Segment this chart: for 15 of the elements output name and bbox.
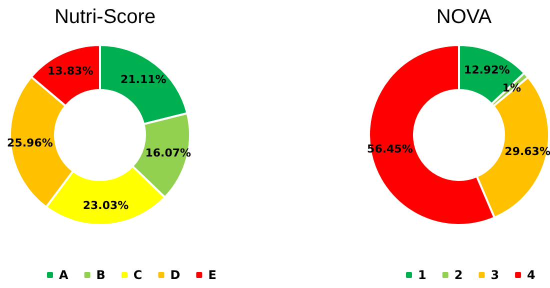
legend-label: 1 — [418, 268, 426, 282]
legend-label: 3 — [490, 268, 500, 282]
data-label: 12.92% — [464, 64, 510, 77]
legend-label: A — [59, 268, 69, 282]
legend-label: E — [208, 268, 216, 282]
legend-label: D — [170, 268, 180, 282]
data-label: 13.83% — [47, 64, 94, 78]
chart-title: Nutri-Score — [54, 6, 156, 28]
legend-label: 2 — [454, 268, 463, 282]
legend-label: 4 — [527, 268, 536, 282]
chart-title: NOVA — [436, 6, 492, 28]
data-label: 21.11% — [120, 72, 166, 86]
data-label: 23.03% — [82, 198, 129, 212]
legend-label: B — [96, 268, 106, 282]
legend-label: C — [133, 268, 142, 282]
